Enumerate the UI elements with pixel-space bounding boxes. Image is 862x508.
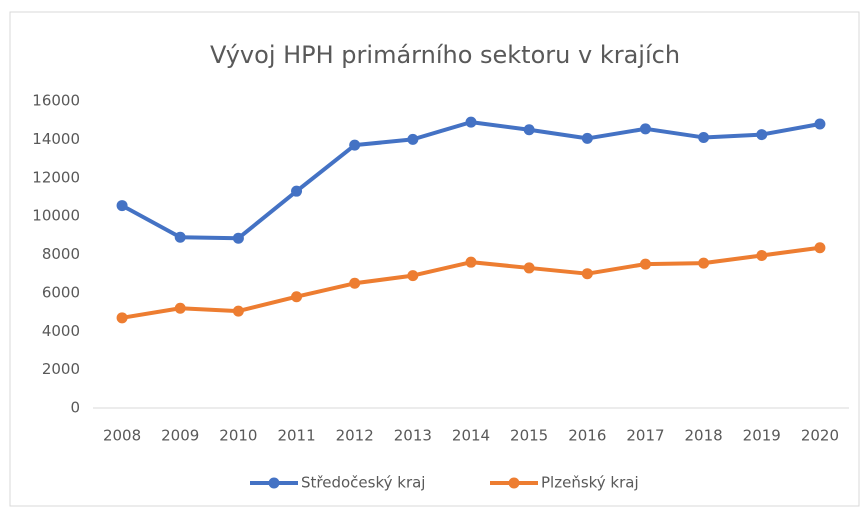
y-tick-label: 14000 — [32, 130, 80, 148]
y-tick-label: 8000 — [42, 245, 80, 263]
data-point — [349, 139, 361, 151]
data-point — [581, 268, 593, 280]
y-tick-label: 16000 — [32, 92, 80, 110]
chart-border — [9, 11, 860, 507]
x-tick-label: 2010 — [219, 427, 257, 445]
data-point — [756, 249, 768, 261]
x-tick-label: 2014 — [452, 427, 490, 445]
data-point — [814, 118, 826, 130]
x-tick-label: 2013 — [394, 427, 432, 445]
x-tick-label: 2016 — [568, 427, 606, 445]
y-tick-label: 10000 — [32, 207, 80, 225]
data-point — [523, 124, 535, 136]
data-point — [232, 232, 244, 244]
data-point — [349, 277, 361, 289]
data-point — [581, 132, 593, 144]
data-point — [116, 200, 128, 212]
x-tick-label: 2018 — [685, 427, 723, 445]
data-point — [174, 231, 186, 243]
data-point — [232, 305, 244, 317]
chart-title: Vývoj HPH primárního sektoru v krajích — [210, 41, 680, 69]
data-point — [465, 256, 477, 268]
data-point — [407, 270, 419, 282]
data-point — [698, 257, 710, 269]
x-tick-label: 2011 — [277, 427, 315, 445]
data-point — [465, 116, 477, 128]
x-tick-label: 2015 — [510, 427, 548, 445]
data-point — [639, 258, 651, 270]
data-point — [116, 312, 128, 324]
data-point — [174, 302, 186, 314]
x-tick-label: 2012 — [336, 427, 374, 445]
x-tick-label: 2008 — [103, 427, 141, 445]
data-point — [523, 262, 535, 274]
data-point — [407, 133, 419, 145]
y-tick-label: 6000 — [42, 283, 80, 301]
x-tick-label: 2020 — [801, 427, 839, 445]
x-tick-label: 2009 — [161, 427, 199, 445]
legend-label: Plzeňský kraj — [541, 474, 639, 492]
data-point — [814, 242, 826, 254]
y-tick-label: 0 — [70, 399, 80, 417]
legend-marker — [508, 477, 520, 489]
legend-label: Středočeský kraj — [301, 474, 425, 492]
y-tick-label: 2000 — [42, 360, 80, 378]
data-point — [291, 291, 303, 303]
legend-marker — [268, 477, 280, 489]
data-point — [291, 185, 303, 197]
y-tick-label: 12000 — [32, 168, 80, 186]
y-tick-label: 4000 — [42, 322, 80, 340]
data-point — [756, 129, 768, 141]
data-point — [639, 123, 651, 135]
x-tick-label: 2019 — [743, 427, 781, 445]
x-tick-label: 2017 — [626, 427, 664, 445]
data-point — [698, 131, 710, 143]
